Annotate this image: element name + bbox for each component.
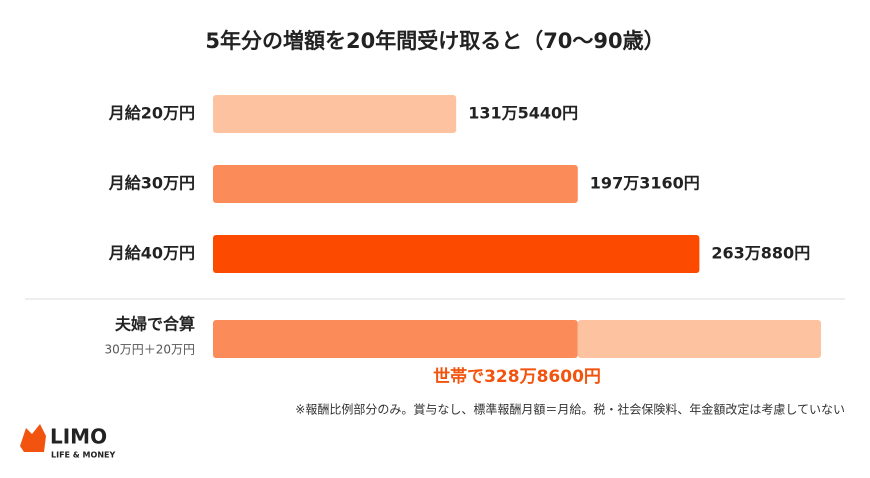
total-label: 世帯で328万8600円 bbox=[433, 366, 601, 387]
logo: LIMO LIFE & MONEY bbox=[20, 424, 115, 460]
combined-segment bbox=[213, 320, 578, 358]
category-label: 月給40万円 bbox=[108, 244, 195, 263]
value-label: 131万5440円 bbox=[468, 104, 578, 123]
category-label: 月給20万円 bbox=[108, 104, 195, 123]
combined-segment bbox=[577, 320, 821, 358]
combined-label: 夫婦で合算 bbox=[115, 315, 195, 334]
combined-sublabel: 30万円＋20万円 bbox=[104, 343, 195, 357]
bar bbox=[213, 165, 578, 203]
value-label: 197万3160円 bbox=[590, 174, 700, 193]
chart-title: 5年分の増額を20年間受け取ると（70〜90歳） bbox=[205, 29, 664, 53]
value-label: 263万880円 bbox=[711, 244, 810, 263]
bar bbox=[213, 95, 457, 133]
category-label: 月給30万円 bbox=[108, 174, 195, 193]
bar bbox=[213, 235, 700, 273]
logo-tagline: LIFE & MONEY bbox=[51, 451, 115, 460]
footnote: ※報酬比例部分のみ。賞与なし、標準報酬月額＝月給。税・社会保険料、年金額改定は考… bbox=[295, 402, 845, 417]
logo-icon bbox=[20, 424, 46, 452]
logo-name: LIMO bbox=[50, 425, 107, 449]
